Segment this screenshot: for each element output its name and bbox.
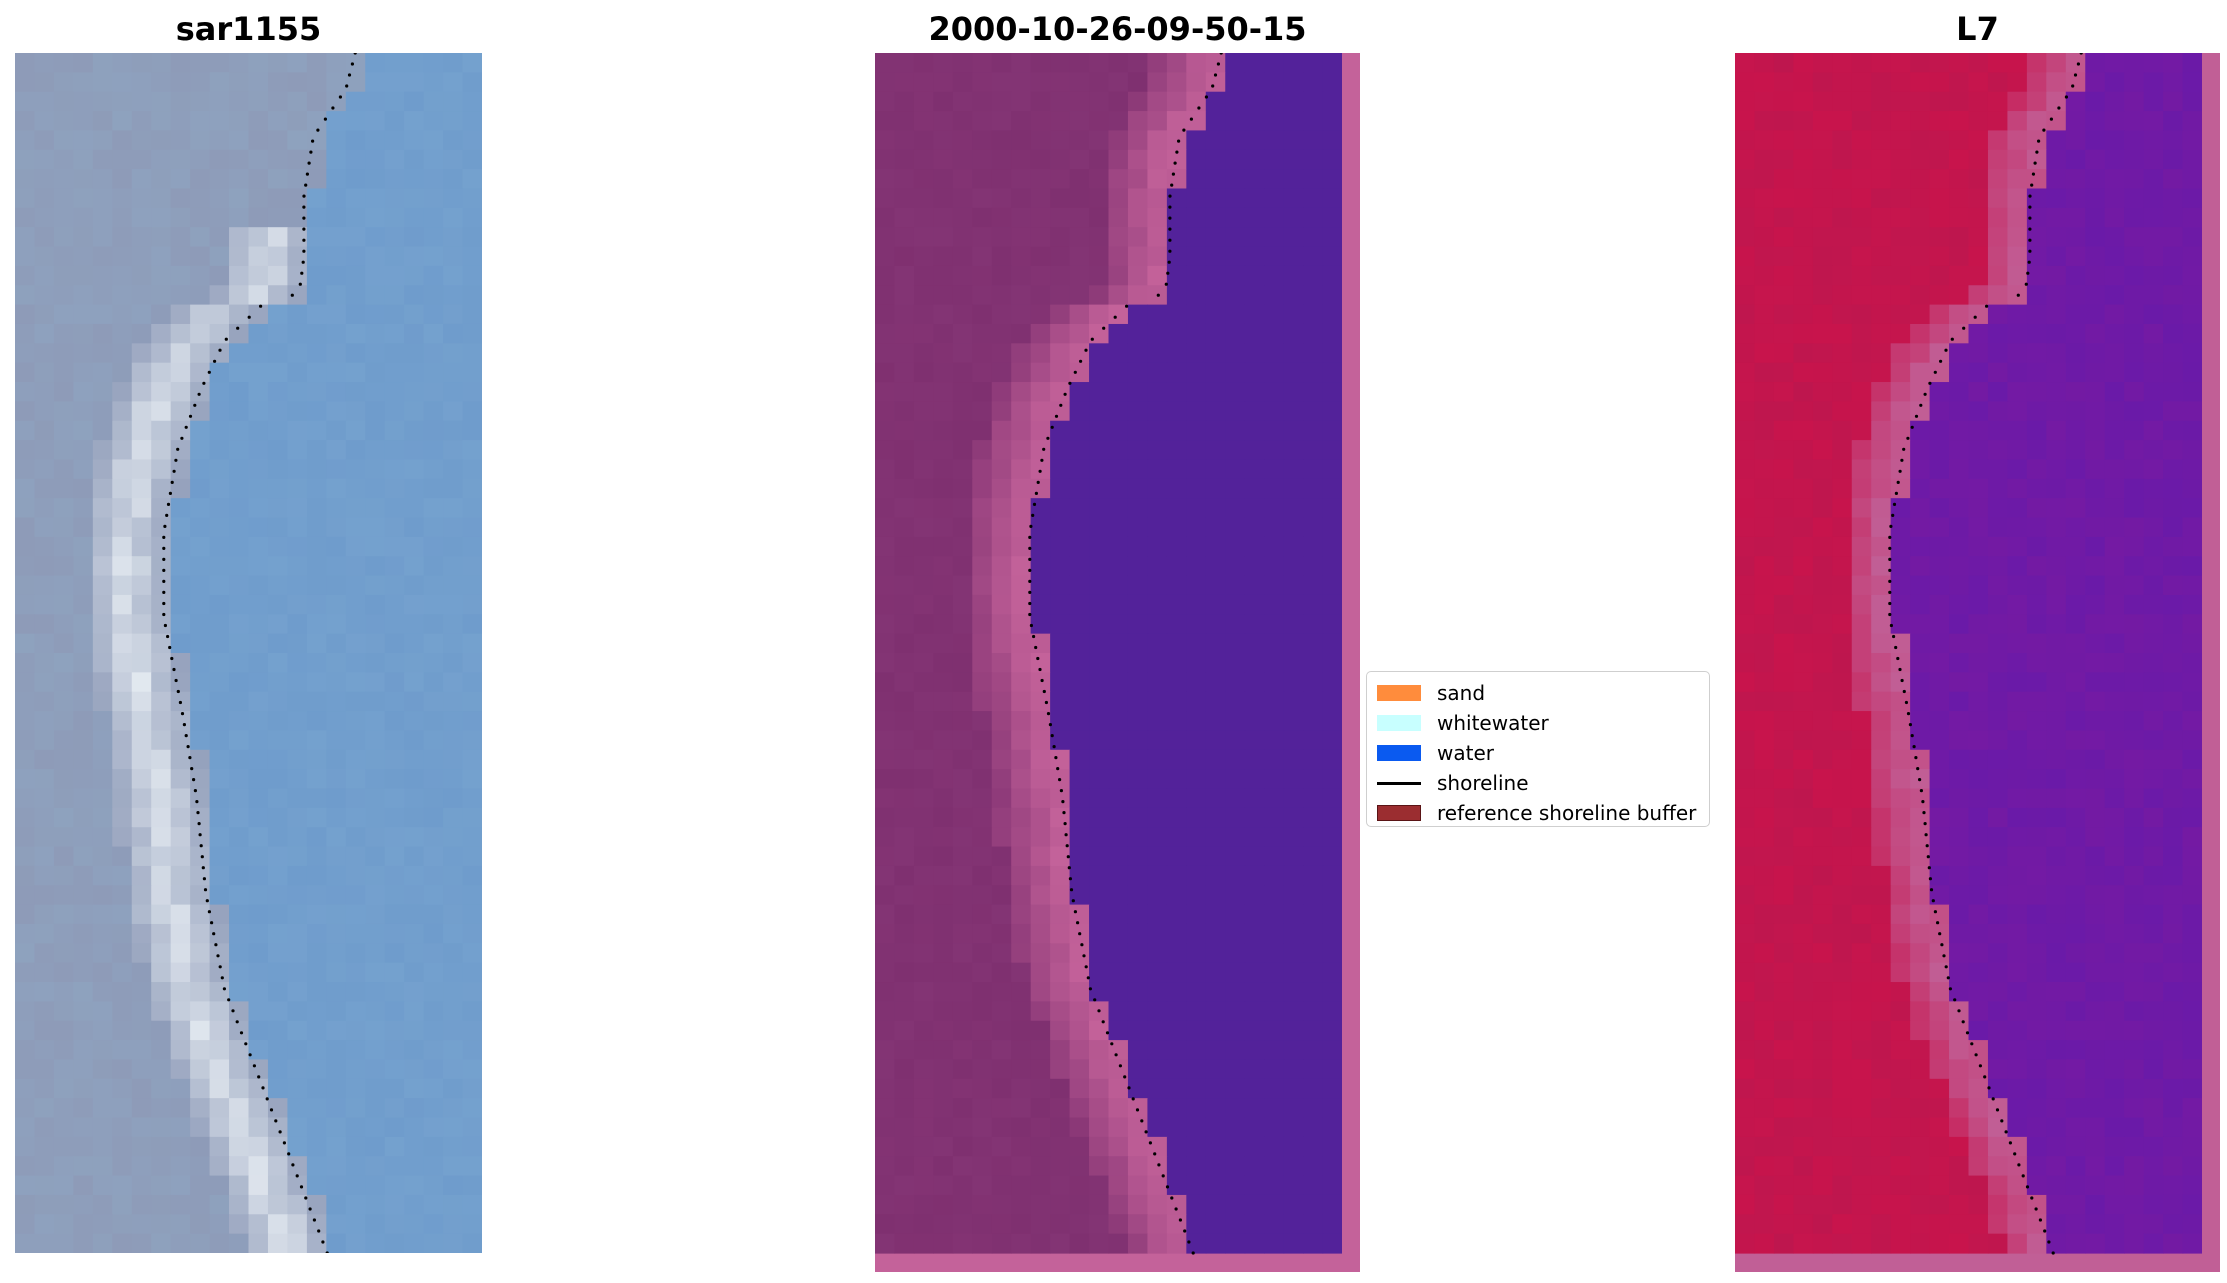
legend-label-reference-buffer: reference shoreline buffer xyxy=(1437,801,1697,825)
pixel-grid xyxy=(15,53,482,1253)
panel-title-rgb: sar1155 xyxy=(175,10,322,48)
legend-item-whitewater: whitewater xyxy=(1377,708,1549,738)
rgb-image-panel xyxy=(15,53,482,1253)
legend-item-sand: sand xyxy=(1377,678,1485,708)
legend: sand whitewater water shoreline referenc… xyxy=(1366,671,1710,827)
legend-swatch-reference-buffer xyxy=(1377,805,1421,821)
pixel-grid xyxy=(1735,53,2203,1254)
legend-swatch-whitewater xyxy=(1377,715,1421,731)
rgb-image-canvas xyxy=(15,53,482,1253)
classified-image-canvas xyxy=(875,53,1360,1272)
legend-item-water: water xyxy=(1377,738,1494,768)
panel-title-index: L7 xyxy=(1956,10,1999,48)
index-image-panel xyxy=(1735,53,2220,1272)
classified-image-panel xyxy=(875,53,1360,1272)
panel-title-classified: 2000-10-26-09-50-15 xyxy=(928,10,1307,48)
legend-swatch-water xyxy=(1377,745,1421,761)
legend-swatch-sand xyxy=(1377,685,1421,701)
pixel-grid xyxy=(875,53,1343,1254)
legend-label-shoreline: shoreline xyxy=(1437,771,1529,795)
legend-line-shoreline xyxy=(1377,781,1421,785)
shoreline-dots xyxy=(1888,53,2083,1255)
legend-item-reference-buffer: reference shoreline buffer xyxy=(1377,798,1696,828)
index-image-canvas xyxy=(1735,53,2220,1272)
shoreline-dots xyxy=(1028,53,1223,1255)
legend-label-whitewater: whitewater xyxy=(1437,711,1549,735)
legend-label-water: water xyxy=(1437,741,1494,765)
shoreline-dots xyxy=(162,53,357,1253)
legend-item-shoreline: shoreline xyxy=(1377,768,1529,798)
legend-label-sand: sand xyxy=(1437,681,1486,705)
